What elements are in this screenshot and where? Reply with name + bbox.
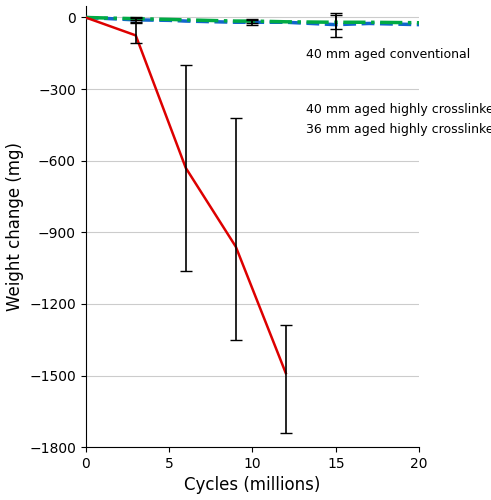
Text: 40 mm aged conventional: 40 mm aged conventional bbox=[306, 48, 470, 61]
Text: 40 mm aged highly crosslinked: 40 mm aged highly crosslinked bbox=[306, 103, 491, 116]
Y-axis label: Weight change (mg): Weight change (mg) bbox=[5, 142, 24, 311]
X-axis label: Cycles (millions): Cycles (millions) bbox=[184, 476, 321, 494]
Text: 36 mm aged highly crosslinked: 36 mm aged highly crosslinked bbox=[306, 123, 491, 136]
